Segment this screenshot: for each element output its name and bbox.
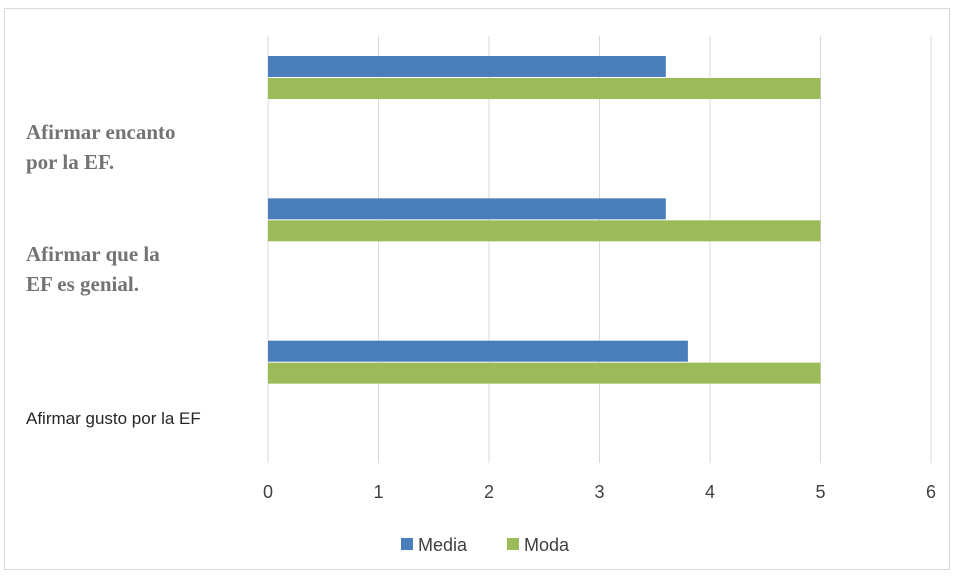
category-labels: Afirmar encanto por la EF. Afirmar que l… (26, 120, 201, 428)
bars (268, 56, 821, 384)
bar-media-2 (268, 56, 666, 77)
category-label-2: Afirmar encanto por la EF. (26, 120, 181, 174)
category-label-1-line2: EF es genial. (26, 272, 139, 296)
legend: Media Moda (401, 535, 570, 555)
category-label-0: Afirmar gusto por la EF (26, 409, 201, 428)
legend-swatch-media (401, 538, 413, 550)
x-tick-label-1: 1 (373, 482, 383, 502)
category-label-1: Afirmar que la EF es genial. (26, 242, 165, 296)
chart-frame (4, 8, 950, 570)
category-label-2-line2: por la EF. (26, 150, 114, 174)
legend-label-moda: Moda (524, 535, 570, 555)
gridlines (267, 36, 932, 463)
x-tick-label-3: 3 (594, 482, 604, 502)
bar-moda-2 (268, 78, 821, 99)
legend-swatch-moda (507, 538, 519, 550)
x-tick-labels: 0 1 2 3 4 5 6 (263, 482, 936, 502)
x-tick-label-6: 6 (926, 482, 936, 502)
x-tick-label-2: 2 (484, 482, 494, 502)
bar-media-0 (268, 340, 688, 362)
category-label-1-line1: Afirmar que la (26, 242, 160, 266)
category-label-2-line1: Afirmar encanto (26, 120, 176, 144)
bar-moda-1 (268, 220, 821, 242)
x-tick-label-4: 4 (705, 482, 715, 502)
x-tick-label-5: 5 (815, 482, 825, 502)
bar-media-1 (268, 198, 666, 220)
legend-label-media: Media (418, 535, 468, 555)
bar-moda-0 (268, 362, 821, 384)
x-tick-label-0: 0 (263, 482, 273, 502)
